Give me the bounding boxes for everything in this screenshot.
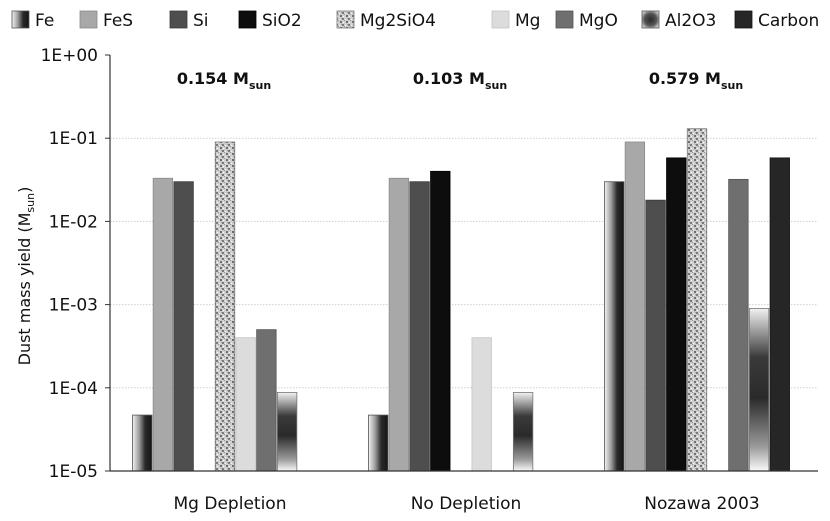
legend-swatch: [491, 10, 510, 29]
legend-item-fe: Fe: [11, 10, 54, 31]
bar-mgo-0: [256, 329, 277, 472]
mass-annotation-value: 0.579 M: [649, 69, 721, 88]
legend-item-fes: FeS: [79, 10, 133, 31]
legend-item-mgo: MgO: [555, 10, 618, 31]
y-axis-label-sub: sun: [24, 193, 37, 213]
mass-annotation: 0.579 Msun: [649, 69, 743, 92]
bar-sio2-1: [430, 170, 451, 472]
bar-fes-1: [388, 177, 410, 472]
y-axis-label-main: Dust mass yield (M: [15, 213, 34, 366]
legend-swatch: [11, 10, 30, 29]
legend-swatch: [641, 10, 660, 29]
bar-al2o3-0: [276, 392, 298, 472]
y-axis-label-close: ): [15, 187, 34, 193]
legend-label: Mg2SiO4: [360, 11, 436, 31]
bar-si-1: [409, 181, 430, 472]
legend-label: SiO2: [262, 11, 302, 31]
mass-annotation-value: 0.103 M: [413, 69, 485, 88]
legend: Fe FeS Si SiO2 Mg2SiO4 Mg MgO Al2O3 Carbon: [11, 10, 819, 31]
axes: [109, 55, 818, 472]
bar-si-2: [645, 199, 666, 472]
bar-al2o3-2: [748, 308, 770, 472]
legend-item-sio2: SiO2: [238, 10, 302, 31]
y-tick-label: 1E-02: [49, 212, 98, 232]
legend-label: Si: [193, 11, 209, 31]
y-tick-label: 1E-01: [49, 129, 98, 149]
category-label: Nozawa 2003: [644, 494, 759, 514]
bar-fe-1: [368, 414, 389, 472]
mass-annotation: 0.103 Msun: [413, 69, 507, 92]
bar-si-0: [173, 181, 194, 472]
y-tick-label: 1E-05: [49, 462, 98, 482]
bar-mg2sio4-2: [686, 128, 708, 472]
y-tick-label: 1E-03: [49, 296, 98, 316]
legend-swatch: [734, 10, 753, 29]
bar-carbon-2: [769, 157, 790, 472]
y-tick-label: 1E-04: [49, 379, 98, 399]
bar-mg2sio4-0: [214, 141, 236, 472]
legend-item-si: Si: [169, 10, 209, 31]
legend-swatch: [79, 10, 98, 29]
mass-annotation-sub: sun: [721, 79, 743, 92]
bar-fes-0: [152, 177, 174, 472]
bar-mg-0: [235, 337, 256, 472]
legend-item-mg: Mg: [491, 10, 540, 31]
bar-al2o3-1: [512, 392, 534, 472]
legend-swatch: [336, 10, 355, 29]
y-axis-label: Dust mass yield (Msun): [15, 187, 37, 366]
bar-fe-2: [604, 181, 625, 472]
y-tick-labels: 1E+00 1E-01 1E-02 1E-03 1E-04 1E-05: [41, 46, 98, 482]
legend-swatch: [169, 10, 188, 29]
x-category-labels: Mg Depletion No Depletion Nozawa 2003: [174, 494, 760, 514]
legend-label: Al2O3: [665, 11, 716, 31]
legend-swatch: [238, 10, 257, 29]
gridlines: [105, 54, 818, 472]
legend-label: MgO: [579, 11, 618, 31]
bar-fes-2: [624, 141, 646, 472]
mass-annotation: 0.154 Msun: [177, 69, 271, 92]
mass-annotation-sub: sun: [485, 79, 507, 92]
mass-annotation-sub: sun: [249, 79, 271, 92]
legend-label: Fe: [35, 11, 54, 31]
mass-annotation-value: 0.154 M: [177, 69, 249, 88]
y-tick-label: 1E+00: [41, 46, 98, 66]
annotations: 0.154 Msun 0.103 Msun 0.579 Msun: [177, 69, 743, 92]
category-label: No Depletion: [411, 494, 522, 514]
bar-fe-0: [132, 414, 153, 472]
legend-swatch: [555, 10, 574, 29]
bar-sio2-2: [666, 157, 687, 472]
bars: [132, 128, 790, 472]
legend-label: FeS: [103, 11, 133, 31]
bar-mgo-2: [728, 178, 749, 472]
category-label: Mg Depletion: [174, 494, 287, 514]
legend-item-mg2sio4: Mg2SiO4: [336, 10, 436, 31]
legend-item-carbon: Carbon: [734, 10, 819, 31]
legend-label: Carbon: [758, 11, 819, 31]
legend-item-al2o3: Al2O3: [641, 10, 716, 31]
legend-label: Mg: [515, 11, 540, 31]
bar-mg-1: [471, 337, 492, 472]
